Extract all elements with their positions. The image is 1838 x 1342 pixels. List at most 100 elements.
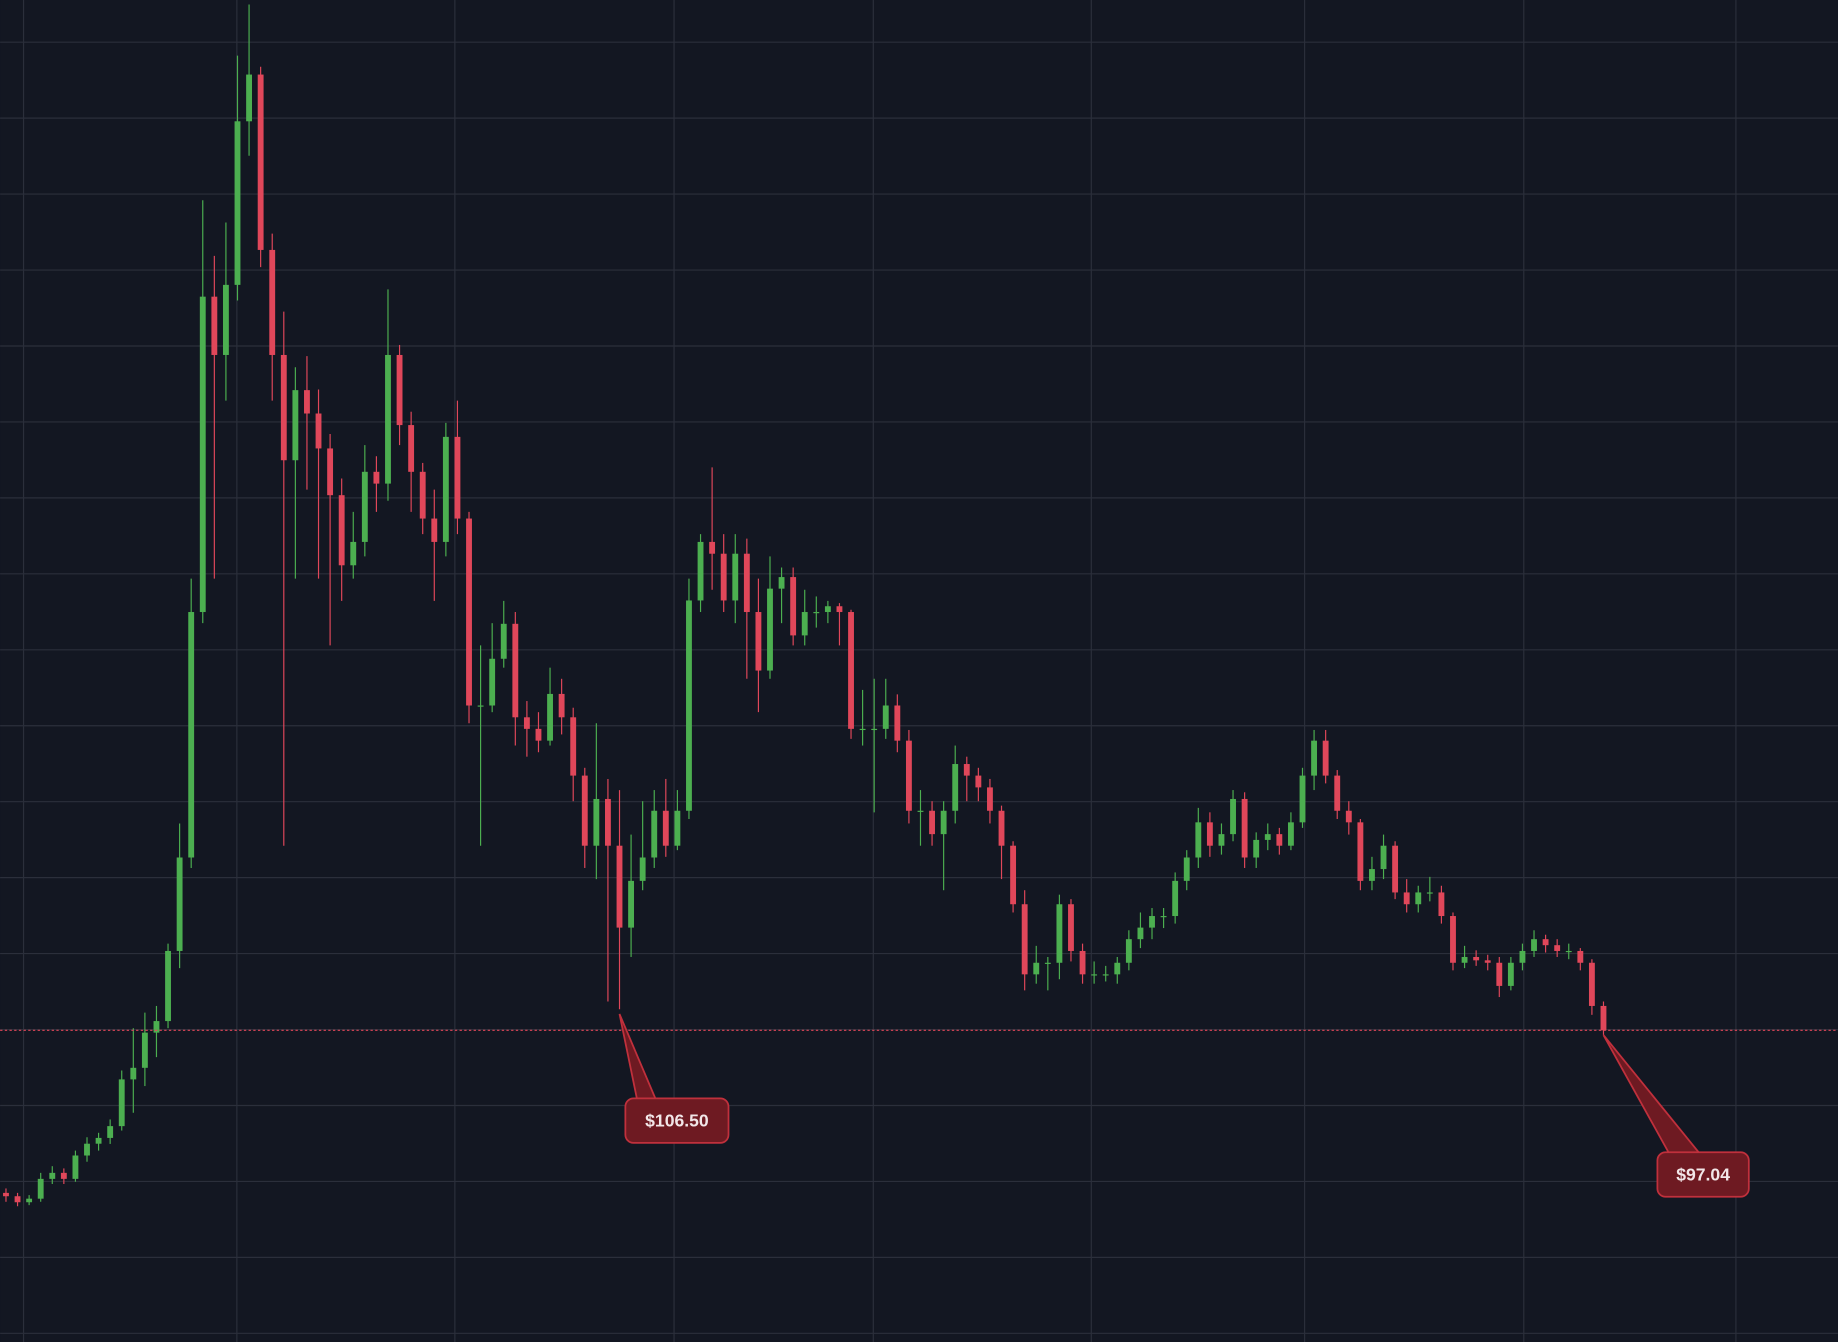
candle-body xyxy=(1172,880,1179,917)
candle-body xyxy=(49,1172,56,1179)
candle-body xyxy=(1299,775,1306,823)
candle-body xyxy=(1056,904,1063,963)
candle-body xyxy=(1519,950,1526,963)
candle-body xyxy=(246,74,253,122)
candle-body xyxy=(523,717,530,729)
candle-body xyxy=(929,810,935,835)
candle-body xyxy=(95,1137,102,1144)
candle-body xyxy=(454,436,461,519)
candle-body xyxy=(130,1067,137,1080)
candle-body xyxy=(1264,834,1271,840)
candle-body xyxy=(269,249,276,355)
candle-body xyxy=(350,541,357,566)
candle-body xyxy=(1253,839,1260,858)
candle-body xyxy=(1241,798,1248,858)
candle-body xyxy=(848,612,854,729)
candle-body xyxy=(871,728,878,731)
candle-body xyxy=(84,1143,90,1156)
candle-body xyxy=(72,1155,79,1179)
candle-body xyxy=(3,1192,9,1197)
candle-body xyxy=(1484,960,1491,963)
candle-body xyxy=(315,413,322,449)
candle-body xyxy=(1450,916,1456,963)
candle-body xyxy=(917,810,924,812)
candle-body xyxy=(1415,892,1422,905)
candle-body xyxy=(1554,945,1561,951)
candle-body xyxy=(1577,950,1584,963)
candle-body xyxy=(1160,916,1167,918)
candle-body xyxy=(60,1172,67,1179)
callout-box xyxy=(1656,1151,1750,1198)
candle-body xyxy=(1102,974,1109,976)
candle-body xyxy=(408,425,415,472)
candle-body xyxy=(37,1178,44,1199)
candle-body xyxy=(1114,962,1121,975)
candle-body xyxy=(1091,974,1098,976)
candle-body xyxy=(442,436,449,542)
candle-body xyxy=(732,553,739,601)
annotations: $106.50 $97.04 xyxy=(0,1013,1838,1198)
candle-body xyxy=(987,787,993,811)
candle-body xyxy=(581,775,588,846)
candle-body xyxy=(107,1126,114,1138)
candle-body xyxy=(859,728,866,731)
candle-body xyxy=(1403,892,1410,905)
candle-body xyxy=(1068,904,1074,951)
candle-body xyxy=(1542,939,1549,946)
candle-body xyxy=(153,1021,160,1033)
candle-body xyxy=(709,541,716,554)
candle-body xyxy=(1588,962,1595,1006)
candle-body xyxy=(1322,740,1329,776)
candle-body xyxy=(755,612,762,671)
candle-body xyxy=(975,775,982,788)
candle-body xyxy=(338,495,345,566)
candle-body xyxy=(280,354,287,461)
candle-body xyxy=(940,810,947,835)
candle-body xyxy=(1357,822,1364,881)
candle-body xyxy=(1137,927,1144,940)
candle-body xyxy=(767,588,773,671)
candle-body xyxy=(26,1198,33,1203)
candle-body xyxy=(466,518,472,706)
candle-body xyxy=(720,553,727,601)
candle-body xyxy=(500,623,507,659)
candle-body xyxy=(1010,845,1017,905)
candle-body xyxy=(743,553,750,613)
candle-body xyxy=(1438,892,1445,917)
candle-body xyxy=(211,296,218,355)
candle-body xyxy=(327,448,334,496)
candle-body xyxy=(292,390,299,461)
candle-body xyxy=(199,296,206,613)
candle-body xyxy=(1600,1005,1607,1031)
candle-body xyxy=(905,740,912,811)
candle-body xyxy=(1311,740,1318,776)
candle-body xyxy=(686,600,692,811)
candle-body xyxy=(1287,822,1294,846)
candle-body xyxy=(697,541,704,601)
candle-body xyxy=(824,606,831,613)
candle-body xyxy=(118,1079,125,1127)
candle-body xyxy=(547,693,553,741)
candle-body xyxy=(304,390,310,414)
candle-body xyxy=(894,705,901,741)
candle-body xyxy=(141,1032,148,1068)
candle-body xyxy=(1496,962,1503,986)
candle-body xyxy=(651,810,658,858)
candle-body xyxy=(176,857,183,951)
candle-body xyxy=(257,74,264,250)
candle-body xyxy=(1079,950,1086,975)
candle-body xyxy=(1473,956,1480,961)
candle-body xyxy=(373,471,380,484)
candle-body xyxy=(1565,950,1572,953)
candle-body xyxy=(396,354,403,426)
candle-body xyxy=(385,354,391,484)
candle-body xyxy=(998,810,1005,846)
candle-body xyxy=(1369,869,1375,881)
callout-box xyxy=(624,1097,730,1144)
candles xyxy=(3,4,1607,1207)
candle-body xyxy=(165,950,171,1022)
